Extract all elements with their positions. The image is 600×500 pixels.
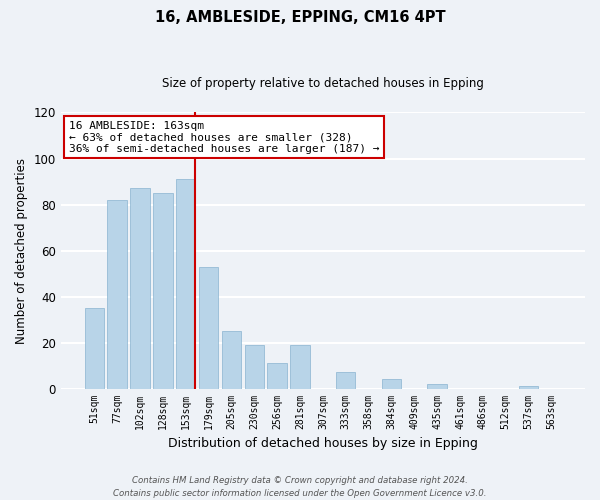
Bar: [382, 380, 401, 388]
Title: Size of property relative to detached houses in Epping: Size of property relative to detached ho…: [162, 78, 484, 90]
Bar: [245, 345, 264, 389]
Text: Contains HM Land Registry data © Crown copyright and database right 2024.
Contai: Contains HM Land Registry data © Crown c…: [113, 476, 487, 498]
Bar: [176, 179, 196, 388]
Bar: [427, 384, 447, 388]
Bar: [199, 266, 218, 388]
Bar: [336, 372, 355, 388]
Bar: [268, 364, 287, 388]
Text: 16 AMBLESIDE: 163sqm
← 63% of detached houses are smaller (328)
36% of semi-deta: 16 AMBLESIDE: 163sqm ← 63% of detached h…: [68, 121, 379, 154]
Y-axis label: Number of detached properties: Number of detached properties: [15, 158, 28, 344]
Bar: [85, 308, 104, 388]
Bar: [107, 200, 127, 388]
Bar: [290, 345, 310, 389]
Bar: [153, 193, 173, 388]
Bar: [130, 188, 150, 388]
Bar: [519, 386, 538, 388]
Text: 16, AMBLESIDE, EPPING, CM16 4PT: 16, AMBLESIDE, EPPING, CM16 4PT: [155, 10, 445, 25]
X-axis label: Distribution of detached houses by size in Epping: Distribution of detached houses by size …: [168, 437, 478, 450]
Bar: [222, 331, 241, 388]
